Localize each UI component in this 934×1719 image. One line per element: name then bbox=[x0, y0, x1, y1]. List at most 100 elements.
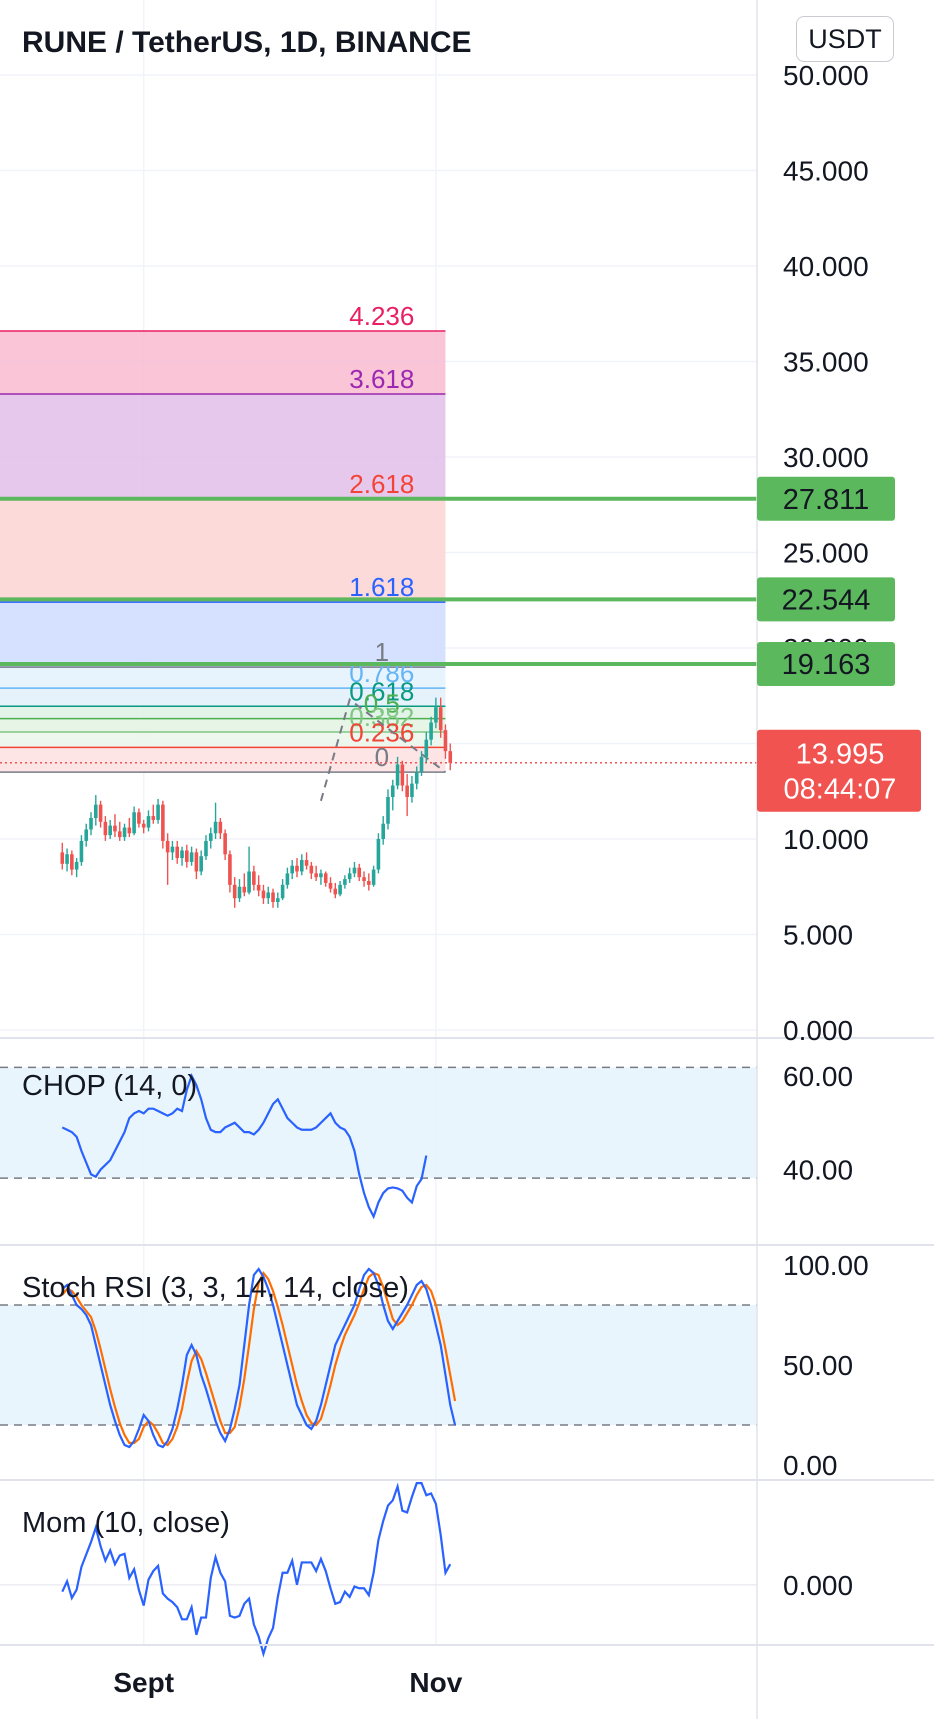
candle-body bbox=[141, 823, 146, 828]
candle-body bbox=[223, 833, 227, 855]
candle-body bbox=[261, 890, 266, 899]
tag-value: 27.811 bbox=[783, 484, 870, 516]
fib-zone-0.618 bbox=[0, 706, 446, 719]
candle-body bbox=[347, 873, 352, 880]
price-tick-label: 50.000 bbox=[783, 60, 869, 91]
candle-body bbox=[122, 827, 127, 838]
candlestick-series bbox=[60, 697, 453, 908]
candle-body bbox=[74, 861, 79, 870]
currency-button[interactable]: USDT bbox=[796, 16, 894, 62]
candle-body bbox=[137, 812, 141, 824]
stoch-rsi-title: Stoch RSI (3, 3, 14, 14, close) bbox=[22, 1272, 409, 1304]
candle-body bbox=[185, 850, 189, 862]
stoch-tick-label: 50.00 bbox=[783, 1350, 853, 1381]
candle-body bbox=[419, 756, 424, 773]
candle-body bbox=[323, 873, 328, 883]
candle-body bbox=[285, 873, 290, 885]
candle-body bbox=[199, 856, 203, 872]
candle-body bbox=[290, 865, 294, 874]
candle-body bbox=[352, 867, 357, 874]
last-price-value: 13.995 bbox=[796, 739, 885, 771]
tag-background bbox=[757, 641, 895, 686]
candle-body bbox=[218, 821, 223, 834]
stoch-band bbox=[0, 1305, 757, 1425]
candle-body bbox=[70, 854, 74, 870]
candle-body bbox=[204, 840, 208, 857]
tag-background bbox=[757, 476, 895, 521]
price-tick-label: 0.000 bbox=[783, 1015, 853, 1046]
candle-body bbox=[151, 816, 156, 820]
candle-body bbox=[400, 764, 405, 786]
candle-body bbox=[117, 831, 122, 838]
candle-body bbox=[175, 846, 180, 859]
candle-body bbox=[309, 865, 314, 874]
symbol-title: RUNE / TetherUS, 1D, BINANCE bbox=[22, 26, 472, 59]
price-tick-label: 30.000 bbox=[783, 442, 869, 473]
chop-tick-label: 60.00 bbox=[783, 1061, 853, 1092]
candle-body bbox=[390, 785, 395, 797]
candle-body bbox=[395, 764, 400, 786]
candle-body bbox=[228, 854, 232, 885]
candle-body bbox=[208, 833, 213, 841]
price-tick-label: 5.000 bbox=[783, 920, 853, 951]
candle-body bbox=[367, 881, 371, 885]
fib-trend-line[interactable] bbox=[319, 697, 447, 802]
horizontal-line-tag: 22.544 bbox=[757, 577, 895, 622]
tag-value: 22.544 bbox=[782, 584, 871, 616]
candle-body bbox=[79, 840, 84, 862]
last-price-background bbox=[757, 729, 921, 812]
fib-extension-drawing[interactable]: 4.2363.6182.6181.61810.7860.6180.50.3820… bbox=[0, 301, 447, 802]
candle-body bbox=[405, 785, 409, 797]
stoch-tick-label: 0.00 bbox=[783, 1450, 838, 1481]
indicator-panels bbox=[0, 1066, 757, 1658]
candle-body bbox=[299, 860, 304, 872]
candle-body bbox=[232, 884, 237, 899]
candle-body bbox=[156, 804, 160, 820]
fib-level-label: 0.236 bbox=[349, 717, 414, 747]
fib-level-label: 1.618 bbox=[349, 572, 414, 602]
candle-body bbox=[429, 722, 433, 740]
candle-body bbox=[189, 852, 194, 862]
candle-body bbox=[295, 865, 299, 872]
time-axis-label: Nov bbox=[409, 1667, 462, 1698]
candle-body bbox=[132, 812, 136, 834]
momentum-title: Mom (10, close) bbox=[22, 1507, 230, 1539]
fib-zone-2.618 bbox=[0, 499, 446, 603]
fib-zone-0.382 bbox=[0, 732, 446, 748]
candle-body bbox=[276, 898, 280, 903]
fib-zone-1 bbox=[0, 667, 446, 689]
candle-body bbox=[280, 884, 285, 899]
chop-line bbox=[61, 1073, 428, 1220]
candle-body bbox=[170, 846, 175, 853]
candle-body bbox=[89, 817, 93, 830]
fib-level-label: 0.618 bbox=[349, 676, 414, 706]
candle-body bbox=[252, 871, 256, 885]
candle-body bbox=[328, 882, 333, 889]
candle-body bbox=[357, 867, 362, 878]
candle-body bbox=[98, 804, 103, 822]
candle-body bbox=[237, 886, 242, 899]
time-axis[interactable]: Sept Nov bbox=[113, 1667, 462, 1698]
candle-body bbox=[410, 783, 414, 797]
candle-body bbox=[180, 850, 184, 859]
fib-zone-4.236 bbox=[0, 330, 446, 394]
candle-body bbox=[84, 829, 89, 841]
candle-body bbox=[333, 888, 338, 895]
bar-countdown: 08:44:07 bbox=[784, 774, 897, 806]
candle-body bbox=[371, 869, 376, 885]
chop-tick-label: 40.00 bbox=[783, 1155, 853, 1186]
candle-body bbox=[165, 840, 170, 853]
chop-band bbox=[0, 1067, 757, 1179]
horizontal-lines[interactable] bbox=[0, 496, 757, 764]
candle-body bbox=[386, 796, 390, 824]
candle-body bbox=[194, 852, 199, 872]
candle-body bbox=[414, 772, 419, 784]
tag-background bbox=[757, 577, 895, 622]
horizontal-line-tag: 27.811 bbox=[757, 476, 895, 521]
momentum-tick-label: 0.000 bbox=[783, 1570, 853, 1601]
fib-zone-0.786 bbox=[0, 688, 446, 707]
fib-level-label: 3.618 bbox=[349, 364, 414, 394]
